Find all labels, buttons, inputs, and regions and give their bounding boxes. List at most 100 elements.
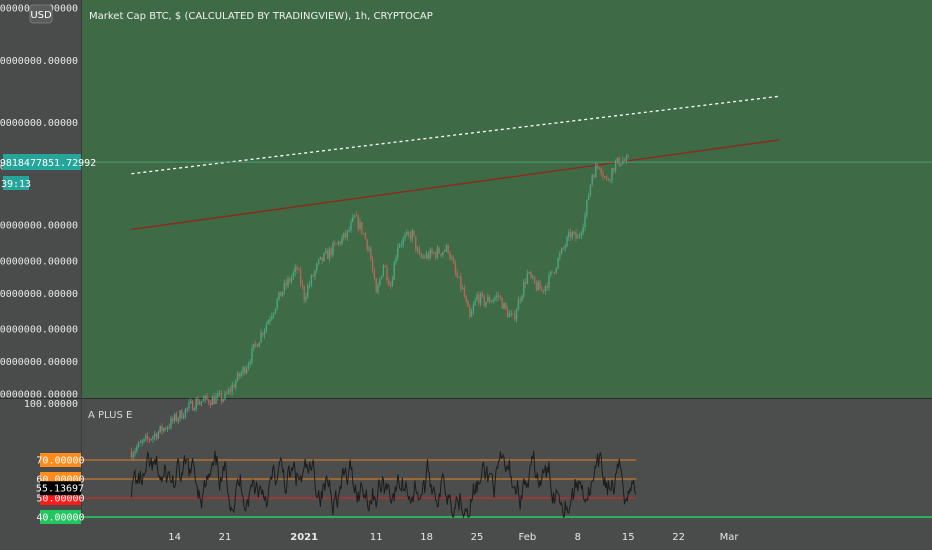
- candle-body: [312, 275, 314, 277]
- candle-body: [496, 295, 498, 298]
- time-tick-label: 21: [219, 532, 232, 543]
- candle-body: [244, 367, 246, 374]
- candle-body: [172, 418, 174, 421]
- candle-body: [497, 295, 500, 297]
- candle-body: [418, 248, 421, 255]
- candle-body: [224, 393, 226, 400]
- candle-body: [548, 274, 550, 289]
- candle-body: [353, 215, 356, 218]
- candle-body: [559, 253, 561, 259]
- candle-body: [317, 259, 320, 264]
- candle-body: [431, 249, 433, 254]
- candle-body: [388, 280, 390, 286]
- candle-body: [377, 285, 379, 293]
- candle-body: [501, 297, 503, 309]
- candle-body: [488, 297, 491, 303]
- candle-body: [429, 249, 431, 259]
- candle-body: [190, 401, 192, 403]
- candle-body: [611, 167, 613, 180]
- candle-body: [191, 401, 194, 411]
- candle-body: [575, 231, 577, 239]
- candle-body: [181, 410, 183, 419]
- candle-body: [411, 230, 413, 240]
- candle-body: [231, 384, 233, 392]
- time-tick-label: Mar: [720, 532, 740, 543]
- candle-body: [271, 316, 273, 320]
- price-pane[interactable]: [81, 0, 932, 398]
- candle-body: [359, 222, 361, 229]
- candle-body: [506, 308, 509, 318]
- candle-body: [580, 232, 583, 236]
- candle-body: [577, 236, 579, 239]
- candle-body: [197, 398, 199, 405]
- candle-body: [132, 453, 134, 458]
- candle-body: [307, 286, 309, 297]
- candle-body: [589, 184, 592, 196]
- candle-body: [323, 253, 325, 262]
- candle-body: [613, 167, 615, 171]
- candle-body: [512, 313, 514, 315]
- candle-body: [222, 399, 224, 402]
- candle-body: [465, 297, 467, 302]
- candle-body: [582, 227, 584, 233]
- candle-body: [204, 395, 206, 400]
- candle-body: [263, 329, 266, 335]
- candle-body: [344, 232, 347, 238]
- candle-body: [384, 265, 386, 268]
- candle-body: [267, 320, 269, 325]
- candle-body: [308, 284, 311, 287]
- candle-body: [476, 294, 478, 300]
- candle-body: [469, 306, 471, 317]
- candle-body: [532, 276, 534, 278]
- candle-body: [445, 245, 448, 252]
- candle-body: [348, 230, 350, 231]
- candle-body: [247, 364, 250, 369]
- candle-body: [319, 256, 322, 260]
- candle-body: [463, 287, 466, 298]
- candle-body: [386, 267, 388, 281]
- candle-body: [424, 256, 426, 259]
- candle-body: [485, 301, 487, 306]
- time-axis[interactable]: 14 21 2021 11 18 25 Feb 8 15 22 Mar: [168, 532, 739, 543]
- candle-body: [330, 248, 332, 255]
- candle-body: [137, 442, 140, 447]
- currency-button[interactable]: [29, 4, 53, 24]
- candle-body: [206, 395, 208, 400]
- candle-body: [573, 231, 575, 233]
- candle-body: [211, 396, 214, 406]
- candle-body: [195, 398, 197, 410]
- candle-body: [586, 199, 588, 216]
- candle-body: [299, 269, 302, 285]
- candle-body: [566, 237, 568, 247]
- candle-body: [474, 299, 476, 306]
- candle-body: [472, 305, 475, 312]
- candle-body: [335, 243, 338, 245]
- price-tick-label: 1000000000000.00000: [0, 118, 78, 129]
- solid-trendline: [131, 139, 780, 231]
- candle-body: [283, 282, 286, 292]
- candle-body: [184, 408, 187, 418]
- candle-body: [517, 299, 520, 311]
- chart-title: Market Cap BTC, $ (CALCULATED BY TRADING…: [89, 11, 433, 22]
- candle-body: [289, 278, 291, 282]
- candle-body: [258, 342, 260, 348]
- price-tick-label: 545000000000.00000: [0, 324, 78, 335]
- candle-body: [146, 435, 149, 439]
- candle-body: [269, 319, 271, 321]
- candle-body: [569, 232, 572, 238]
- candle-body: [537, 281, 539, 291]
- candle-body: [490, 301, 493, 303]
- candle-body: [157, 431, 160, 439]
- countdown-value: 39:13: [1, 179, 31, 190]
- candle-body: [595, 165, 597, 178]
- candle-body: [467, 301, 469, 307]
- candle-body: [461, 287, 464, 289]
- candle-body: [379, 279, 381, 286]
- candle-body: [227, 389, 230, 394]
- candle-body: [625, 156, 628, 161]
- candle-body: [285, 282, 287, 286]
- candle-body: [544, 285, 547, 292]
- candle-body: [328, 248, 331, 259]
- time-tick-label: 2021: [290, 532, 318, 543]
